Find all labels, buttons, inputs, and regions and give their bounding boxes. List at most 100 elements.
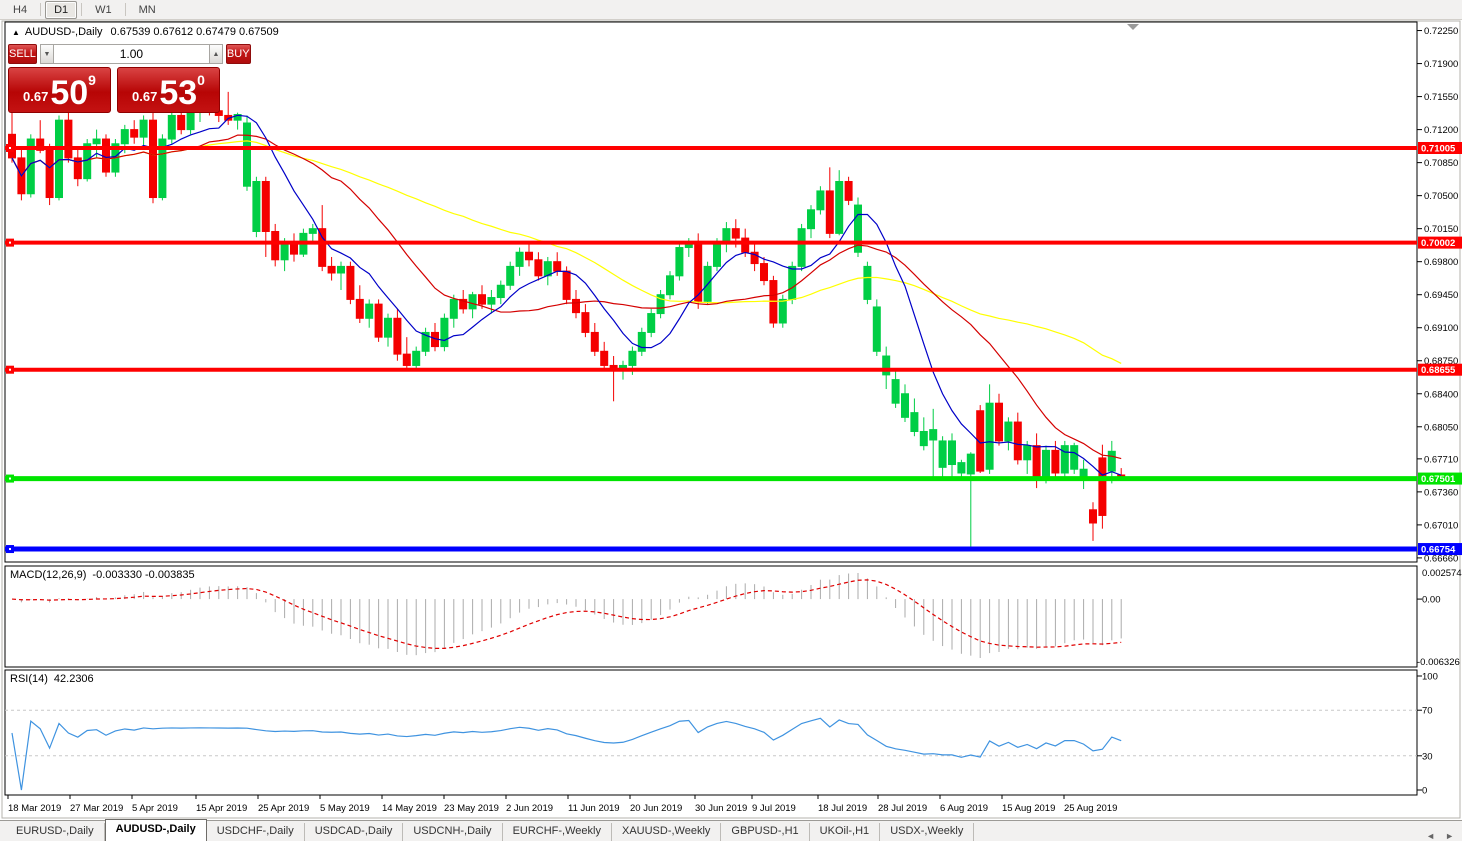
svg-text:0.68655: 0.68655 — [1421, 365, 1456, 376]
macd-values: -0.003330 -0.003835 — [92, 569, 195, 581]
toolbar-separator — [124, 3, 126, 16]
svg-text:0.00: 0.00 — [1422, 595, 1441, 606]
buy-price-pip: 0 — [197, 72, 205, 88]
ohlc-values: 0.67539 0.67612 0.67479 0.67509 — [110, 26, 279, 38]
tabbar-scroll-right[interactable]: ► — [1445, 831, 1454, 841]
volume-increase-button[interactable]: ▲ — [208, 44, 223, 64]
chart-tab-usdchf-daily[interactable]: USDCHF-,Daily — [207, 823, 305, 841]
volume-decrease-button[interactable]: ▼ — [39, 44, 54, 64]
svg-text:0.71200: 0.71200 — [1424, 125, 1458, 136]
sell-price-pip: 9 — [88, 72, 96, 88]
chart-tab-gbpusd-h1[interactable]: GBPUSD-,H1 — [721, 823, 810, 841]
rsi-name: RSI(14) — [10, 673, 48, 685]
svg-text:70: 70 — [1422, 706, 1433, 717]
svg-text:0.71005: 0.71005 — [1421, 144, 1456, 155]
macd-name: MACD(12,26,9) — [10, 569, 87, 581]
chart-symbol-title: AUDUSD-,Daily — [24, 26, 103, 38]
svg-text:30 Jun 2019: 30 Jun 2019 — [695, 803, 747, 814]
svg-text:100: 100 — [1422, 672, 1438, 683]
svg-text:0.67501: 0.67501 — [1421, 474, 1456, 485]
timeframe-button-mn[interactable]: MN — [138, 3, 156, 16]
svg-text:25 Apr 2019: 25 Apr 2019 — [258, 803, 309, 814]
svg-text:0: 0 — [1422, 786, 1427, 797]
macd-indicator-label: MACD(12,26,9) -0.003330 -0.003835 — [10, 569, 195, 581]
timeframe-button-h4[interactable]: H4 — [13, 3, 28, 16]
sell-button[interactable]: SELL — [8, 44, 37, 64]
chart-shift-marker-icon[interactable] — [1127, 24, 1139, 30]
svg-text:0.002574: 0.002574 — [1422, 568, 1462, 579]
svg-text:30: 30 — [1422, 751, 1433, 762]
svg-text:0.67360: 0.67360 — [1424, 487, 1458, 498]
svg-text:5 Apr 2019: 5 Apr 2019 — [132, 803, 178, 814]
svg-text:0.68750: 0.68750 — [1424, 356, 1458, 367]
chart-tab-xauusd-weekly[interactable]: XAUUSD-,Weekly — [612, 823, 722, 841]
svg-text:6 Aug 2019: 6 Aug 2019 — [940, 803, 988, 814]
svg-text:0.71550: 0.71550 — [1424, 92, 1458, 103]
toolbar-separator — [40, 3, 42, 16]
svg-text:28 Jul 2019: 28 Jul 2019 — [878, 803, 927, 814]
svg-text:0.72250: 0.72250 — [1424, 26, 1458, 37]
rsi-pane: 100 70 30 0 — [5, 672, 1438, 797]
svg-text:0.66754: 0.66754 — [1421, 545, 1456, 556]
toolbar-separator — [81, 3, 83, 16]
chart-tab-ukoil-h1[interactable]: UKOil-,H1 — [810, 823, 881, 841]
svg-text:5 May 2019: 5 May 2019 — [320, 803, 370, 814]
buy-button[interactable]: BUY — [225, 44, 251, 64]
svg-text:0.70500: 0.70500 — [1424, 191, 1458, 202]
tabbar-scroll-left[interactable]: ◄ — [1426, 831, 1436, 841]
chart-tab-eurusd-daily[interactable]: EURUSD-,Daily — [6, 823, 105, 841]
rsi-indicator-label: RSI(14) 42.2306 — [10, 673, 94, 685]
svg-text:0.67010: 0.67010 — [1424, 520, 1458, 531]
timeframe-button-d1[interactable]: D1 — [45, 0, 78, 19]
macd-pane: 0.002574 0.00 -0.006326 — [11, 568, 1462, 668]
sell-price-main: 50 — [50, 73, 89, 112]
sell-price-prefix: 0.67 — [23, 89, 49, 104]
svg-text:0.70002: 0.70002 — [1421, 238, 1455, 249]
rsi-value: 42.2306 — [53, 673, 94, 685]
buy-price-prefix: 0.67 — [132, 89, 158, 104]
symbol-ohlc-line: ▲ AUDUSD-,Daily 0.67539 0.67612 0.67479 0.… — [12, 26, 279, 38]
one-click-trading-panel: SELL ▼ ▲ BUY 0.67 50 9 0.67 53 0 — [8, 44, 251, 113]
volume-input[interactable] — [53, 44, 209, 64]
buy-price-panel[interactable]: 0.67 53 0 — [117, 67, 220, 113]
sell-price-panel[interactable]: 0.67 50 9 — [8, 67, 111, 113]
svg-text:0.69450: 0.69450 — [1424, 290, 1458, 301]
svg-text:11 Jun 2019: 11 Jun 2019 — [568, 803, 620, 814]
timeframe-toolbar: H4 D1 W1 MN — [0, 0, 1462, 20]
svg-text:0.69100: 0.69100 — [1424, 323, 1458, 334]
chart-tab-eurchf-weekly[interactable]: EURCHF-,Weekly — [503, 823, 612, 841]
svg-text:-0.006326: -0.006326 — [1417, 657, 1460, 668]
svg-text:0.70850: 0.70850 — [1424, 158, 1458, 169]
price-axis: 0.72250 0.71900 0.71550 0.71200 0.70850 0.705… — [1417, 26, 1458, 564]
timeframe-button-w1[interactable]: W1 — [95, 3, 112, 16]
svg-text:27 Mar 2019: 27 Mar 2019 — [70, 803, 123, 814]
svg-text:15 Apr 2019: 15 Apr 2019 — [196, 803, 247, 814]
svg-text:14 May 2019: 14 May 2019 — [382, 803, 437, 814]
svg-text:20 Jun 2019: 20 Jun 2019 — [630, 803, 682, 814]
chart-tab-usdx-weekly[interactable]: USDX-,Weekly — [880, 823, 975, 841]
horizontal-levels: 0.71005 0.70002 0.68655 0.67501 0.66754 — [5, 142, 1462, 556]
date-axis: 18 Mar 2019 27 Mar 2019 5 Apr 2019 15 Apr 2… — [7, 795, 1117, 814]
svg-text:2 Jun 2019: 2 Jun 2019 — [506, 803, 553, 814]
svg-text:9 Jul 2019: 9 Jul 2019 — [752, 803, 796, 814]
chart-tab-bar: EURUSD-,Daily AUDUSD-,Daily USDCHF-,Daily U… — [0, 819, 1462, 841]
svg-text:0.66660: 0.66660 — [1424, 553, 1458, 564]
svg-text:0.70150: 0.70150 — [1424, 224, 1458, 235]
chart-tab-audusd-daily[interactable]: AUDUSD-,Daily — [104, 819, 207, 841]
chart-tab-usdcnh-daily[interactable]: USDCNH-,Daily — [403, 823, 503, 841]
candles-layer — [8, 91, 1126, 548]
svg-text:18 Jul 2019: 18 Jul 2019 — [818, 803, 867, 814]
svg-text:15 Aug 2019: 15 Aug 2019 — [1002, 803, 1055, 814]
svg-text:0.69800: 0.69800 — [1424, 257, 1458, 268]
svg-text:25 Aug 2019: 25 Aug 2019 — [1064, 803, 1117, 814]
moving-average-8 — [11, 114, 1122, 476]
svg-text:23 May 2019: 23 May 2019 — [444, 803, 499, 814]
chart-canvas[interactable]: 0.72250 0.71900 0.71550 0.71200 0.70850 0.705… — [0, 0, 1462, 820]
panel-toggle-icon[interactable]: ▲ — [12, 28, 20, 37]
svg-text:0.67710: 0.67710 — [1424, 454, 1458, 465]
chart-tab-usdcad-daily[interactable]: USDCAD-,Daily — [305, 823, 404, 841]
svg-text:18 Mar 2019: 18 Mar 2019 — [8, 803, 61, 814]
buy-price-main: 53 — [159, 73, 198, 112]
svg-text:0.68050: 0.68050 — [1424, 422, 1458, 433]
svg-text:0.68400: 0.68400 — [1424, 389, 1458, 400]
